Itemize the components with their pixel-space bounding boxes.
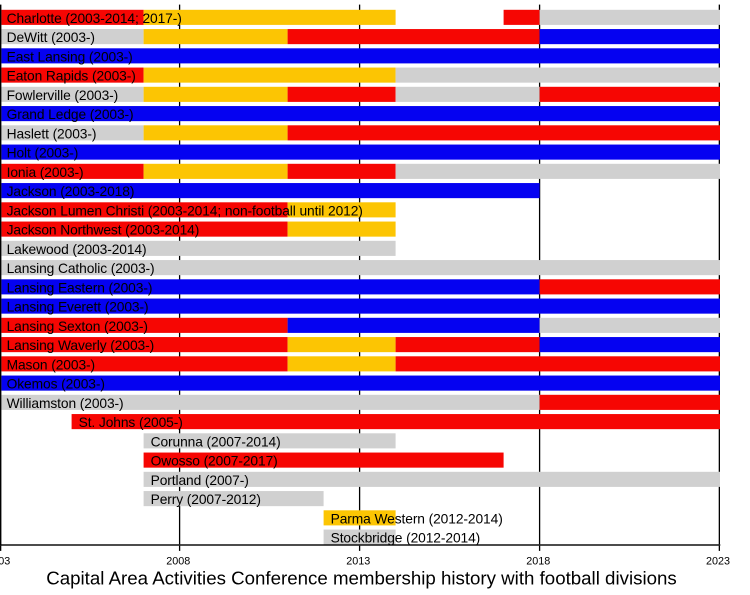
svg-text:Fowlerville (2003-): Fowlerville (2003-) — [7, 88, 119, 103]
svg-text:2023: 2023 — [706, 555, 730, 567]
svg-text:St. Johns (2005-): St. Johns (2005-) — [79, 415, 183, 430]
svg-text:East Lansing (2003-): East Lansing (2003-) — [7, 49, 133, 64]
svg-text:Lansing Everett (2003-): Lansing Everett (2003-) — [7, 300, 149, 315]
svg-text:Lakewood (2003-2014): Lakewood (2003-2014) — [7, 242, 147, 257]
svg-text:2008: 2008 — [166, 555, 190, 567]
svg-text:Lansing Sexton (2003-): Lansing Sexton (2003-) — [7, 319, 148, 334]
svg-text:Haslett (2003-): Haslett (2003-) — [7, 126, 97, 141]
svg-text:Charlotte (2003-2014; 2017-): Charlotte (2003-2014; 2017-) — [7, 11, 182, 26]
svg-text:Jackson Northwest (2003-2014): Jackson Northwest (2003-2014) — [7, 223, 200, 238]
svg-text:2013: 2013 — [346, 555, 370, 567]
svg-text:Stockbridge (2012-2014): Stockbridge (2012-2014) — [331, 531, 481, 546]
svg-text:Lansing Catholic (2003-): Lansing Catholic (2003-) — [7, 261, 155, 276]
svg-text:2018: 2018 — [526, 555, 550, 567]
svg-text:Grand Ledge (2003-): Grand Ledge (2003-) — [7, 107, 134, 122]
svg-text:Williamston (2003-): Williamston (2003-) — [7, 396, 124, 411]
svg-text:Capital Area Activities Confer: Capital Area Activities Conference membe… — [46, 568, 676, 589]
svg-text:Parma Western (2012-2014): Parma Western (2012-2014) — [331, 511, 503, 526]
svg-text:Jackson Lumen Christi (2003-20: Jackson Lumen Christi (2003-2014; non-fo… — [7, 203, 363, 218]
svg-text:Okemos (2003-): Okemos (2003-) — [7, 377, 105, 392]
svg-text:Holt (2003-): Holt (2003-) — [7, 146, 79, 161]
svg-text:Jackson (2003-2018): Jackson (2003-2018) — [7, 184, 135, 199]
svg-text:Mason (2003-): Mason (2003-) — [7, 357, 95, 372]
svg-text:Owosso (2007-2017): Owosso (2007-2017) — [151, 454, 278, 469]
svg-text:DeWitt (2003-): DeWitt (2003-) — [7, 30, 95, 45]
svg-text:Eaton Rapids (2003-): Eaton Rapids (2003-) — [7, 69, 136, 84]
svg-text:Lansing Waverly (2003-): Lansing Waverly (2003-) — [7, 338, 155, 353]
svg-text:Corunna (2007-2014): Corunna (2007-2014) — [151, 434, 281, 449]
svg-text:Portland (2007-): Portland (2007-) — [151, 473, 249, 488]
svg-text:2003: 2003 — [0, 555, 10, 567]
svg-text:Ionia (2003-): Ionia (2003-) — [7, 165, 84, 180]
svg-text:Perry (2007-2012): Perry (2007-2012) — [151, 492, 261, 507]
svg-text:Lansing Eastern (2003-): Lansing Eastern (2003-) — [7, 280, 153, 295]
